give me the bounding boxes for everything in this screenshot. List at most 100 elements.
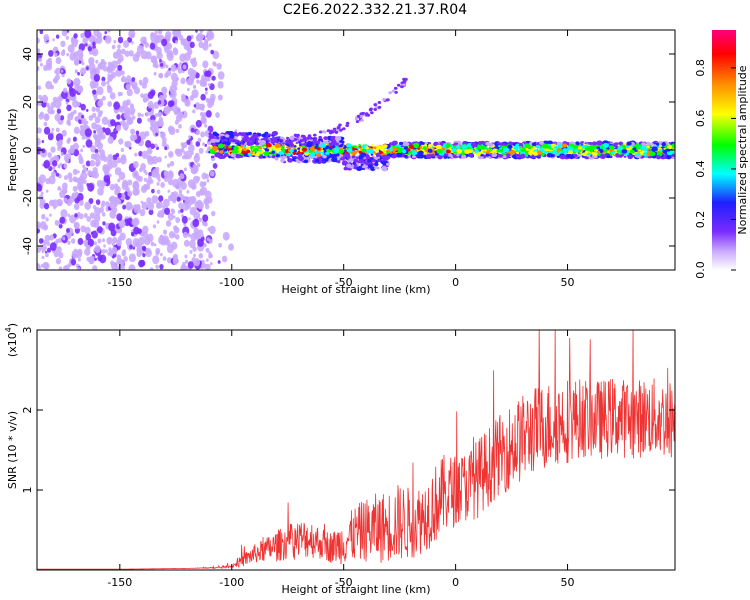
spectrogram-cell: [421, 142, 425, 145]
spectrogram-cell: [74, 177, 79, 183]
spectrogram-cell: [37, 247, 42, 253]
spectrogram-cell: [96, 179, 103, 188]
spectrogram-cell: [107, 100, 113, 107]
spectrogram-cell: [497, 141, 501, 145]
spectrogram-cell: [524, 143, 531, 149]
spectrogram-cell: [158, 195, 164, 202]
spectrogram-cell: [331, 145, 336, 148]
spectrogram-cell: [45, 189, 49, 193]
colorbar-tick-label: 0.0: [694, 261, 707, 279]
spectrogram-cell: [346, 143, 352, 148]
spectrogram-cell: [217, 143, 224, 149]
spectrogram-cell: [643, 147, 648, 152]
spectrogram-cell: [126, 115, 130, 120]
spectrogram-cell: [77, 85, 84, 94]
spectrogram-cell: [577, 146, 582, 150]
spectrogram-cell: [38, 94, 42, 100]
spectrogram-panel: -150 -100 -50 0 50 -40 -20 0 20 40 Height of str…: [6, 29, 676, 296]
spectrogram-cell: [154, 128, 158, 133]
spectrogram-cell: [189, 72, 196, 81]
spectrogram-cell: [194, 218, 198, 223]
spectrogram-cell: [322, 160, 326, 163]
spectrogram-cell: [37, 137, 41, 146]
spectrogram-cell: [263, 146, 267, 149]
spectrogram-cell: [334, 136, 342, 142]
spectrogram-cell: [59, 187, 62, 191]
spectrogram-cell: [190, 196, 197, 204]
spectrogram-cell: [586, 152, 591, 156]
spectrogram-cell: [132, 181, 140, 191]
spectrogram-cell: [184, 254, 188, 259]
spectrogram-cell: [118, 219, 126, 229]
spectrogram-cell: [300, 134, 305, 138]
spectrogram-cell: [216, 62, 222, 70]
spectrogram-cell: [62, 87, 68, 93]
spectrogram-cell: [123, 256, 128, 262]
spectrogram-cell: [391, 146, 398, 152]
spectrogram-cell: [641, 142, 646, 147]
spectrogram-cell: [77, 237, 84, 246]
svg-text:(x104): (x104): [4, 323, 19, 357]
spectrogram-cell: [179, 173, 185, 180]
spectrogram-cell: [221, 255, 228, 263]
spectrogram-cell: [37, 101, 41, 106]
spectrogram-cell: [456, 148, 463, 154]
spectrogram-cell: [108, 222, 116, 232]
spectrogram-cell: [97, 238, 102, 244]
spectrogram-cell: [366, 149, 372, 154]
spectrogram-cell: [251, 137, 256, 141]
y-tick-label: 1: [21, 487, 34, 494]
colorbar-label: Normalized spectral amplitude: [736, 65, 749, 234]
spectrogram-cell: [359, 115, 364, 119]
spectrogram-cell: [84, 226, 91, 235]
spectrogram-cell: [201, 236, 205, 242]
spectrogram-cell: [165, 220, 172, 227]
spectrogram-cell: [81, 114, 85, 119]
spectrogram-cell: [45, 177, 51, 185]
spectrogram-cell: [224, 132, 228, 135]
spectrogram-cell: [155, 46, 162, 55]
spectrogram-cell: [78, 118, 83, 125]
spectrogram-cell: [186, 139, 191, 145]
spectrogram-cell: [195, 30, 198, 33]
spectrogram-cell: [200, 93, 206, 101]
spectrogram-cell: [172, 30, 179, 37]
spectrogram-cell: [63, 30, 66, 33]
spectrogram-cell: [568, 150, 574, 155]
spectrogram-cell: [413, 142, 420, 148]
spectrogram-y-label: Frequency (Hz): [6, 109, 19, 192]
spectrogram-cell: [188, 239, 196, 249]
spectrogram-cell: [178, 189, 183, 194]
spectrogram-cell: [456, 154, 460, 157]
spectrogram-cell: [229, 134, 235, 139]
spectrogram-cell: [205, 263, 211, 270]
spectrogram-cell: [204, 87, 208, 91]
spectrogram-cell: [94, 257, 97, 261]
spectrogram-cell: [86, 183, 90, 187]
spectrogram-cell: [184, 196, 189, 203]
spectrogram-cell: [377, 156, 381, 159]
spectrogram-cell: [50, 109, 55, 115]
spectrogram-cell: [367, 159, 372, 163]
spectrogram-cell: [66, 52, 70, 57]
spectrogram-cell: [107, 252, 111, 256]
spectrogram-cell: [97, 226, 103, 234]
spectrogram-cell: [353, 158, 359, 163]
spectrogram-cell: [574, 148, 579, 153]
spectrogram-cell: [172, 258, 179, 265]
spectrogram-cell: [110, 137, 114, 141]
spectrogram-cell: [186, 46, 190, 52]
spectrogram-cell: [43, 113, 50, 121]
spectrogram-cell: [617, 146, 624, 151]
spectrogram-cell: [123, 40, 130, 48]
spectrogram-cell: [72, 142, 79, 151]
spectrogram-cell: [162, 205, 166, 210]
spectrogram-cell: [56, 246, 62, 253]
spectrogram-cell: [354, 117, 359, 121]
spectrogram-cell: [391, 141, 397, 146]
spectrogram-cell: [92, 89, 97, 95]
spectrogram-cell: [275, 147, 280, 151]
spectrogram-cell: [141, 150, 149, 160]
spectrogram-cell: [498, 148, 503, 153]
spectrogram-cell: [53, 250, 59, 258]
